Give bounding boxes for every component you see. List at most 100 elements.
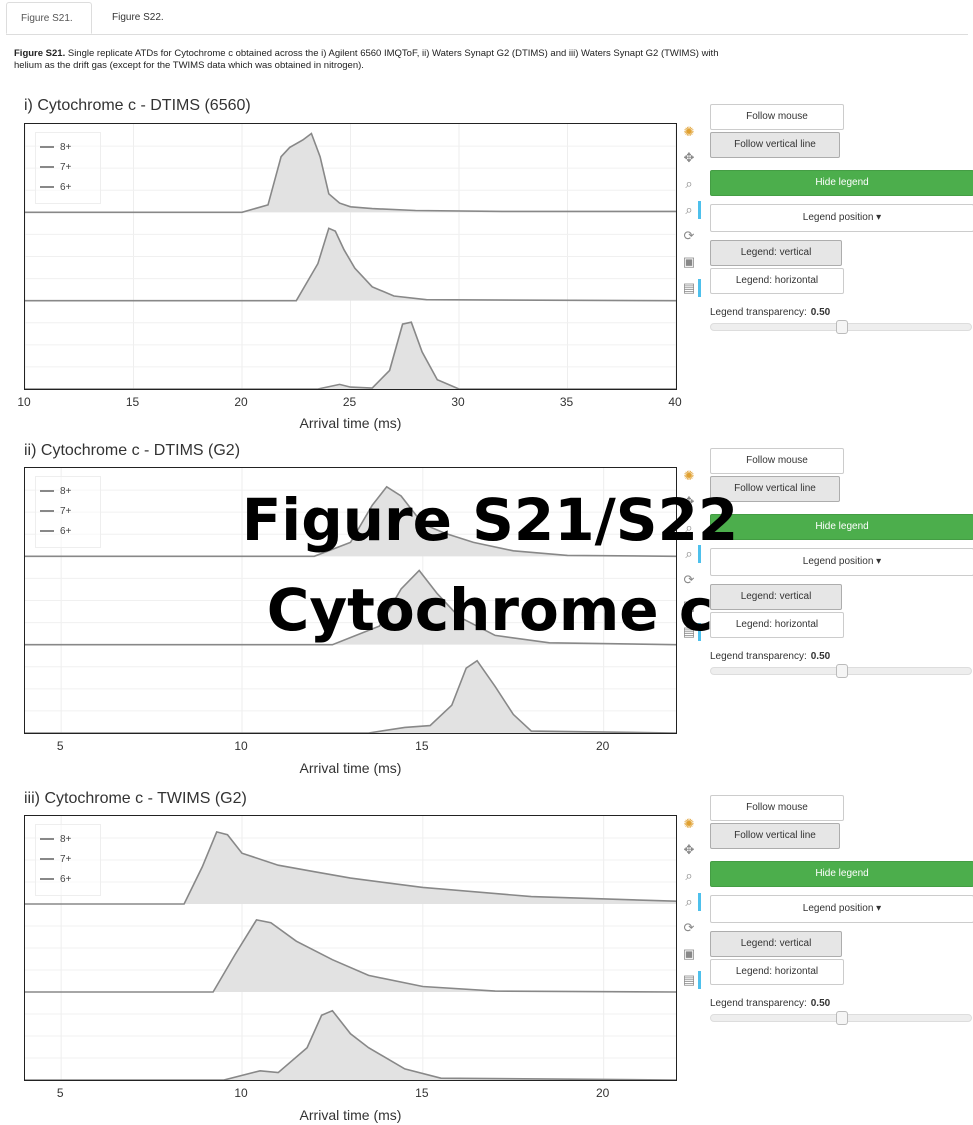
pan-icon[interactable]: ✥ (683, 842, 695, 857)
legend-item[interactable]: 6+ (40, 523, 71, 541)
legend-transparency-slider[interactable] (710, 320, 972, 334)
bokeh-logo-icon[interactable]: ✺ (683, 468, 695, 483)
x-tick-label: 30 (451, 395, 465, 409)
follow-vertical-line-button[interactable]: Follow vertical line (710, 132, 840, 158)
series-line-6+ (25, 321, 676, 389)
x-axis: 5 10 15 20 (24, 739, 677, 757)
overlay-title-line1: Figure S21/S22 (241, 486, 739, 554)
transparency-value: 0.50 (810, 998, 831, 1009)
series-area-7+ (25, 919, 676, 992)
legend-horizontal-button[interactable]: Legend: horizontal (710, 268, 844, 294)
save-icon[interactable]: ▣ (682, 254, 696, 269)
legend-item[interactable]: 8+ (40, 483, 71, 501)
follow-vertical-line-button[interactable]: Follow vertical line (710, 476, 840, 502)
plot-area[interactable]: 8+ 7+ 6+ (24, 467, 677, 734)
tab-figure-s22[interactable]: Figure S22. (112, 12, 164, 23)
legend-transparency-label: Legend transparency: 0.50 (710, 307, 830, 318)
plot-area[interactable]: 8+ 7+ 6+ (24, 123, 677, 390)
legend-item[interactable]: 6+ (40, 179, 71, 197)
legend-horizontal-button[interactable]: Legend: horizontal (710, 959, 844, 985)
x-tick-label: 10 (17, 395, 31, 409)
chevron-down-icon: ▾ (873, 903, 882, 914)
chevron-down-icon: ▾ (873, 212, 882, 223)
legend-item[interactable]: 6+ (40, 871, 71, 889)
legend-swatch (40, 510, 54, 513)
wheel-zoom-icon[interactable]: ⌕ (680, 545, 701, 563)
box-zoom-icon[interactable]: ⌕ (685, 868, 693, 883)
legend-item[interactable]: 8+ (40, 139, 71, 157)
hide-legend-button[interactable]: Hide legend (710, 514, 973, 540)
legend-item[interactable]: 7+ (40, 851, 71, 869)
legend-position-dropdown[interactable]: Legend position ▾ (710, 895, 973, 923)
series-line-6+ (25, 1009, 676, 1080)
series-area-8+ (25, 831, 676, 904)
legend-transparency-label: Legend transparency: 0.50 (710, 998, 830, 1009)
pan-icon[interactable]: ✥ (683, 150, 695, 165)
series-line-7+ (25, 569, 676, 646)
hover-icon[interactable]: ▤ (680, 623, 701, 641)
legend-vertical-button[interactable]: Legend: vertical (710, 240, 842, 266)
legend-swatch (40, 878, 54, 881)
figure-tabs: Figure S21. Figure S22. (6, 2, 968, 35)
bokeh-logo-icon[interactable]: ✺ (683, 124, 695, 139)
bokeh-logo-icon[interactable]: ✺ (683, 816, 695, 831)
pan-icon[interactable]: ✥ (683, 494, 695, 509)
box-zoom-icon[interactable]: ⌕ (685, 520, 693, 535)
slider-handle[interactable] (836, 320, 848, 334)
box-zoom-icon[interactable]: ⌕ (685, 176, 693, 191)
hover-icon[interactable]: ▤ (680, 279, 701, 297)
legend-vertical-button[interactable]: Legend: vertical (710, 931, 842, 957)
hide-legend-button[interactable]: Hide legend (710, 861, 973, 887)
follow-vertical-line-button[interactable]: Follow vertical line (710, 823, 840, 849)
save-icon[interactable]: ▣ (682, 598, 696, 613)
transparency-value: 0.50 (810, 307, 831, 318)
legend-transparency-slider[interactable] (710, 664, 972, 678)
series-line-8+ (25, 485, 676, 558)
transparency-label-text: Legend transparency: (710, 307, 807, 318)
legend-horizontal-button[interactable]: Legend: horizontal (710, 612, 844, 638)
series-area-6+ (25, 660, 676, 733)
legend-label: 8+ (60, 834, 72, 845)
follow-mouse-button[interactable]: Follow mouse (710, 104, 844, 130)
slider-handle[interactable] (836, 1011, 848, 1025)
x-tick-label: 15 (415, 1086, 429, 1100)
legend-vertical-button[interactable]: Legend: vertical (710, 584, 842, 610)
chevron-down-icon: ▾ (873, 556, 882, 567)
legend-swatch (40, 146, 54, 149)
legend-swatch (40, 858, 54, 861)
reset-icon[interactable]: ⟳ (683, 920, 695, 935)
x-tick-label: 10 (234, 1086, 248, 1100)
wheel-zoom-icon[interactable]: ⌕ (680, 893, 701, 911)
legend-item[interactable]: 7+ (40, 503, 71, 521)
legend-position-dropdown[interactable]: Legend position ▾ (710, 204, 973, 232)
x-tick-label: 5 (56, 1086, 64, 1100)
x-axis: 10 15 20 25 30 35 40 (17, 395, 681, 413)
legend-item[interactable]: 8+ (40, 831, 71, 849)
follow-mouse-button[interactable]: Follow mouse (710, 448, 844, 474)
x-tick-label: 20 (234, 395, 248, 409)
chart-svg (25, 468, 676, 733)
reset-icon[interactable]: ⟳ (683, 228, 695, 243)
legend-label: 7+ (60, 506, 72, 517)
hide-legend-button[interactable]: Hide legend (710, 170, 973, 196)
legend-position-dropdown[interactable]: Legend position ▾ (710, 548, 973, 576)
legend-label: 7+ (60, 854, 72, 865)
plot-area[interactable]: 8+ 7+ 6+ (24, 815, 677, 1081)
follow-mouse-button[interactable]: Follow mouse (710, 795, 844, 821)
legend-label: 8+ (60, 486, 72, 497)
x-tick-label: 15 (415, 739, 429, 753)
figure-caption: Figure S21. Single replicate ATDs for Cy… (14, 48, 734, 72)
legend-item[interactable]: 7+ (40, 159, 71, 177)
chart-legend: 8+ 7+ 6+ (35, 824, 101, 896)
legend-transparency-slider[interactable] (710, 1011, 972, 1025)
reset-icon[interactable]: ⟳ (683, 572, 695, 587)
tab-figure-s21[interactable]: Figure S21. (6, 2, 92, 34)
legend-swatch (40, 530, 54, 533)
wheel-zoom-icon[interactable]: ⌕ (680, 201, 701, 219)
save-icon[interactable]: ▣ (682, 946, 696, 961)
hover-icon[interactable]: ▤ (680, 971, 701, 989)
chart-legend: 8+ 7+ 6+ (35, 132, 101, 204)
x-tick-label: 35 (559, 395, 574, 409)
x-tick-label: 15 (125, 395, 140, 409)
slider-handle[interactable] (836, 664, 848, 678)
